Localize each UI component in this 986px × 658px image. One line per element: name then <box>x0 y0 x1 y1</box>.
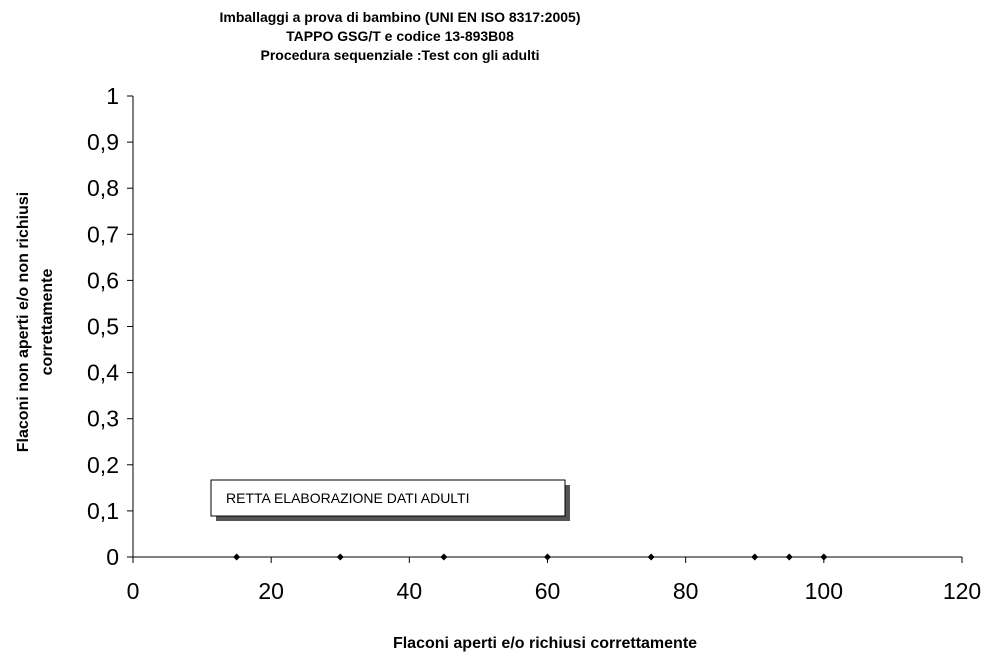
x-tick-label: 60 <box>535 578 561 604</box>
x-tick-label: 80 <box>673 578 699 604</box>
data-point <box>751 553 759 561</box>
y-tick-label: 0,6 <box>87 267 119 293</box>
x-tick-label: 20 <box>258 578 284 604</box>
x-tick-label: 120 <box>943 578 981 604</box>
annotation-frame <box>210 479 566 517</box>
x-axis-title: Flaconi aperti e/o richiusi correttament… <box>393 635 697 652</box>
y-tick-label: 0,9 <box>87 129 119 155</box>
data-points <box>233 553 828 561</box>
y-tick-label: 0,3 <box>87 406 119 432</box>
y-tick-label: 0,1 <box>87 498 119 524</box>
data-point <box>544 553 551 561</box>
data-point <box>440 553 448 561</box>
data-point <box>336 553 344 561</box>
chart-title-line-2: TAPPO GSG/T e codice 13-893B08 <box>286 28 514 44</box>
y-tick-label: 0,4 <box>87 360 119 386</box>
y-tick-label: 0,8 <box>87 175 119 201</box>
y-tick-label: 0,7 <box>87 221 119 247</box>
chart-title-line-3: Procedura sequenziale :Test con gli adul… <box>260 47 540 63</box>
y-tick-label: 0 <box>106 544 119 570</box>
x-tick-label: 100 <box>805 578 843 604</box>
y-axis-ticks: 0 0,1 0,2 0,3 0,4 0,5 0,6 0,7 0,8 0,9 1 <box>87 83 133 570</box>
chart-title: Imballaggi a prova di bambino (UNI EN IS… <box>130 8 670 65</box>
y-tick-label: 1 <box>106 83 119 109</box>
data-point <box>820 553 828 561</box>
data-point <box>647 553 655 561</box>
annotation-box: RETTA ELABORAZIONE DATI ADULTI <box>210 479 570 521</box>
y-tick-label: 0,5 <box>87 314 119 340</box>
data-point <box>233 553 241 561</box>
x-tick-label: 0 <box>127 578 140 604</box>
x-tick-label: 40 <box>397 578 423 604</box>
y-tick-label: 0,2 <box>87 452 119 478</box>
x-axis-ticks: 0 20 40 60 80 100 120 <box>127 557 981 604</box>
chart-title-line-1: Imballaggi a prova di bambino (UNI EN IS… <box>219 9 581 25</box>
y-axis-title-line-1: Flaconi non aperti e/o non richiusi <box>15 192 32 452</box>
data-point <box>785 553 793 561</box>
annotation-text: RETTA ELABORAZIONE DATI ADULTI <box>226 490 470 506</box>
y-axis-title-line-2: correttamente <box>39 269 56 376</box>
